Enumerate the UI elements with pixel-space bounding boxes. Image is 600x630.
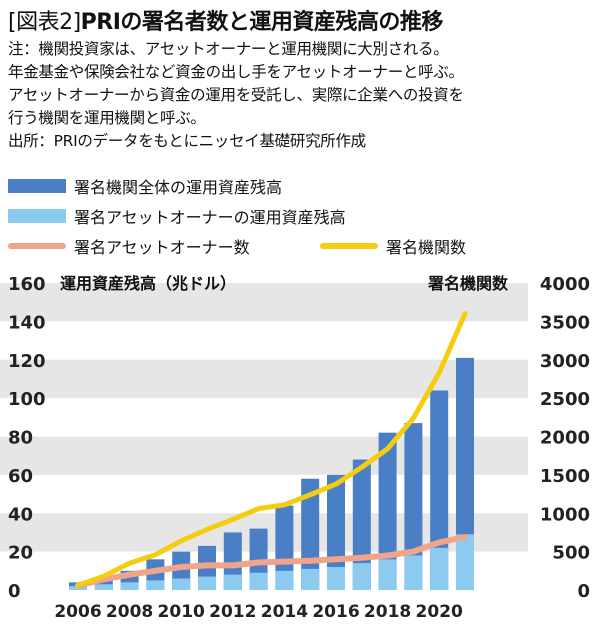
bar <box>94 584 113 590</box>
legend-swatch <box>8 209 66 223</box>
y-tick-label-left: 80 <box>8 428 33 449</box>
x-tick-label: 2018 <box>364 602 411 622</box>
chart-title: [図表2]PRIの署名者数と運用資産残高の推移 <box>8 4 443 36</box>
note-line: 注：機関投資家は、アセットオーナーと運用機関に大別される。 <box>8 40 449 58</box>
bar <box>223 574 242 590</box>
bar <box>275 505 294 590</box>
y-tick-label-left: 100 <box>8 389 46 410</box>
bar <box>198 576 216 590</box>
bar <box>301 568 320 590</box>
note-line: アセットオーナーから資金の運用を受託し、実際に企業への投資を <box>8 86 464 104</box>
note-line: 行う機関を運用機関と呼ぶ。 <box>8 109 206 127</box>
grid-band <box>0 359 528 399</box>
right-axis-title: 署名機関数 <box>428 274 509 293</box>
bar <box>430 547 449 590</box>
notes-block: 注：機関投資家は、アセットオーナーと運用機関に大別される。 年金基金や保険会社な… <box>8 38 598 153</box>
legend-label: 署名機関全体の運用資産残高 <box>74 178 283 197</box>
bar <box>249 572 268 590</box>
bar <box>352 563 371 590</box>
y-tick-label-right: 500 <box>552 543 590 564</box>
note-line: 年金基金や保険会社など資金の出し手をアセットオーナーと呼ぶ。 <box>8 63 464 81</box>
x-tick-label: 2016 <box>312 602 359 622</box>
bar <box>378 559 397 590</box>
grid-band <box>0 436 528 475</box>
x-tick-label: 2020 <box>416 602 463 622</box>
y-tick-label-left: 120 <box>8 351 46 372</box>
x-tick-label: 2012 <box>209 602 256 622</box>
y-tick-label-right: 4000 <box>540 274 590 295</box>
y-tick-label-left: 40 <box>8 504 33 525</box>
bar <box>275 570 294 590</box>
series-line <box>75 311 468 588</box>
y-tick-label-right: 1500 <box>540 466 590 487</box>
bar <box>378 432 397 590</box>
figure-tag: [図表2] <box>8 10 81 35</box>
y-tick-label-right: 1000 <box>540 504 590 525</box>
x-tick-label: 2010 <box>158 602 205 622</box>
legend-swatch <box>8 243 66 249</box>
y-tick-label-left: 20 <box>8 543 33 564</box>
y-tick-label-left: 60 <box>8 466 33 487</box>
x-tick-label: 2006 <box>54 602 101 622</box>
legend-item-owner-assets: 署名アセットオーナーの運用資産残高 <box>8 204 346 228</box>
bar <box>172 578 191 590</box>
legend-label: 署名アセットオーナーの運用資産残高 <box>74 208 346 227</box>
bar <box>456 357 474 590</box>
legend-swatch <box>320 243 378 249</box>
grid-band <box>0 283 528 322</box>
bar <box>456 534 474 590</box>
source-line: 出所：PRIのデータをもとにニッセイ基礎研究所作成 <box>8 132 366 150</box>
y-tick-label-right: 0 <box>577 581 590 602</box>
bar <box>404 555 423 590</box>
bar <box>327 566 345 590</box>
legend-item-owner-count: 署名アセットオーナー数 <box>8 234 250 258</box>
series-line <box>75 534 468 589</box>
y-tick-label-right: 2000 <box>540 428 590 449</box>
legend-swatch <box>8 179 66 193</box>
y-tick-label-left: 140 <box>8 312 46 333</box>
figure-title: PRIの署名者数と運用資産残高の推移 <box>80 10 444 35</box>
x-tick-label: 2008 <box>106 602 153 622</box>
y-tick-label-right: 3000 <box>540 351 590 372</box>
y-tick-label-left: 160 <box>8 274 46 295</box>
left-axis-title: 運用資産残高（兆ドル） <box>60 274 237 293</box>
legend-item-total-assets: 署名機関全体の運用資産残高 <box>8 174 282 198</box>
legend-label: 署名機関数 <box>386 238 467 257</box>
x-tick-label: 2014 <box>261 602 308 622</box>
legend-label: 署名アセットオーナー数 <box>74 238 250 257</box>
y-tick-label-right: 2500 <box>540 389 590 410</box>
bar <box>146 580 165 590</box>
y-tick-label-right: 3500 <box>540 312 590 333</box>
bar <box>120 582 139 590</box>
legend-item-signatory-count: 署名機関数 <box>320 234 466 258</box>
y-tick-label-left: 0 <box>8 581 21 602</box>
